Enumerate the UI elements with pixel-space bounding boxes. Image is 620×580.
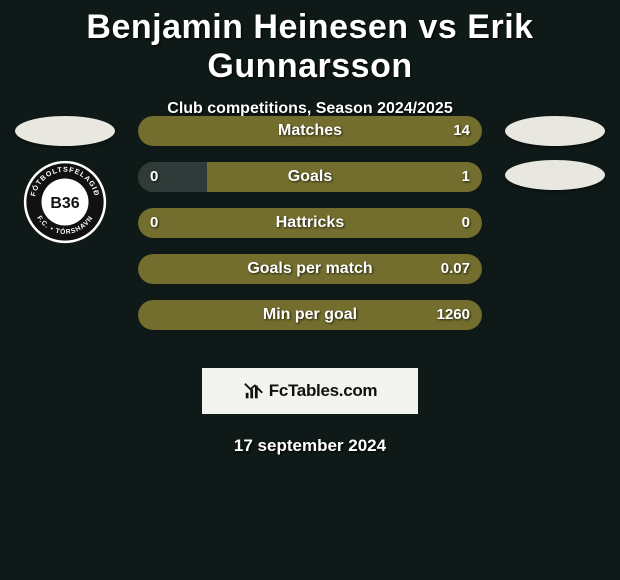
brand-text: FcTables.com (269, 381, 378, 401)
stat-value-right: 1260 (437, 300, 470, 330)
left-flag-icon (15, 116, 115, 146)
stat-label: Matches (138, 116, 482, 146)
stat-label: Goals per match (138, 254, 482, 284)
right-club-placeholder (505, 160, 605, 190)
stat-row: Goals per match0.07 (138, 254, 482, 284)
date-text: 17 september 2024 (0, 436, 620, 456)
stats-column: Matches14Goals01Hattricks00Goals per mat… (138, 116, 482, 346)
stat-value-left: 0 (150, 208, 158, 238)
stat-value-right: 14 (453, 116, 470, 146)
stat-label: Goals (138, 162, 482, 192)
footer-area: FcTables.com 17 september 2024 (0, 350, 620, 456)
stat-label: Hattricks (138, 208, 482, 238)
left-club-badge: FÓTBOLTSFELAGIÐ F.C. • TÓRSHAVN B36 (23, 160, 107, 244)
left-player-column: FÓTBOLTSFELAGIÐ F.C. • TÓRSHAVN B36 (10, 116, 120, 244)
page-title: Benjamin Heinesen vs Erik Gunnarsson (0, 0, 620, 86)
brand-chart-icon (243, 380, 265, 402)
stat-label: Min per goal (138, 300, 482, 330)
stat-value-right: 0 (462, 208, 470, 238)
badge-center-text: B36 (50, 195, 79, 212)
stat-row: Min per goal1260 (138, 300, 482, 330)
stat-value-right: 0.07 (441, 254, 470, 284)
stat-row: Goals0 1 (138, 162, 482, 192)
right-flag-icon (505, 116, 605, 146)
stat-value-right: 1 (462, 162, 470, 192)
stat-row: Matches14 (138, 116, 482, 146)
stat-row: Hattricks0 0 (138, 208, 482, 238)
brand-box: FcTables.com (202, 368, 418, 414)
comparison-infographic: Benjamin Heinesen vs Erik Gunnarsson Clu… (0, 0, 620, 580)
right-player-column (500, 116, 610, 200)
stat-value-left: 0 (150, 162, 158, 192)
